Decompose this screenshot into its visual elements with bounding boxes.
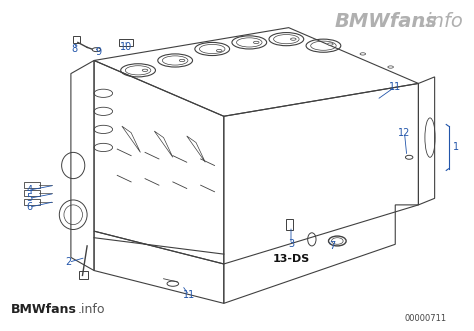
Text: 6: 6 bbox=[26, 202, 32, 212]
Text: .info: .info bbox=[78, 304, 105, 316]
Ellipse shape bbox=[291, 38, 296, 40]
Text: 13-DS: 13-DS bbox=[273, 254, 310, 264]
Text: 2: 2 bbox=[65, 257, 72, 267]
Text: 7: 7 bbox=[329, 241, 336, 251]
Text: 00000711: 00000711 bbox=[404, 314, 446, 323]
Text: .info: .info bbox=[421, 12, 464, 30]
Ellipse shape bbox=[217, 49, 222, 52]
Ellipse shape bbox=[328, 43, 333, 45]
Text: 5: 5 bbox=[26, 193, 32, 203]
Text: 12: 12 bbox=[398, 128, 410, 138]
Text: 1: 1 bbox=[453, 142, 459, 153]
Ellipse shape bbox=[388, 66, 393, 68]
Text: 4: 4 bbox=[26, 185, 32, 195]
Text: 3: 3 bbox=[288, 239, 294, 249]
Text: BMWfans: BMWfans bbox=[335, 12, 438, 30]
Text: 8: 8 bbox=[72, 44, 78, 54]
Ellipse shape bbox=[360, 53, 365, 55]
Text: 10: 10 bbox=[120, 42, 132, 52]
Text: 11: 11 bbox=[389, 82, 401, 92]
Text: 9: 9 bbox=[96, 47, 102, 57]
Text: BMWfans: BMWfans bbox=[10, 304, 76, 316]
Ellipse shape bbox=[142, 69, 148, 71]
Text: 11: 11 bbox=[183, 290, 195, 300]
Ellipse shape bbox=[179, 59, 185, 62]
Ellipse shape bbox=[254, 41, 259, 44]
